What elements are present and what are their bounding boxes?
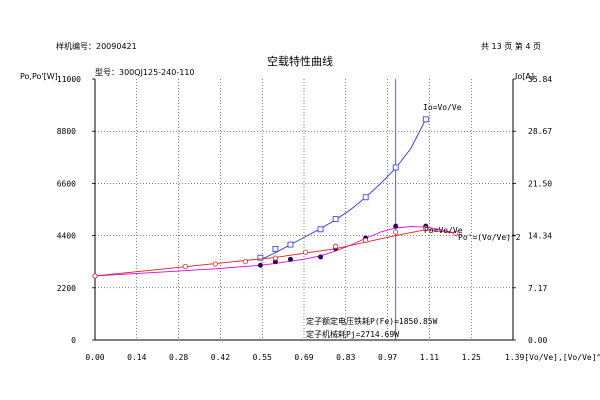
y-left-tick-label: 0 (71, 336, 76, 345)
data-point (362, 194, 369, 201)
sample-number: 样机编号：20090421 (56, 42, 137, 51)
x-tick-label: 0.97 (378, 353, 397, 362)
data-point (393, 229, 399, 235)
y-left-tick-label: 4400 (57, 232, 76, 241)
data-point (423, 225, 429, 232)
x-tick-label: 0.55 (253, 353, 272, 362)
data-point (317, 226, 324, 233)
series-label: Io=Vo/Ve (423, 103, 462, 112)
series (92, 116, 459, 279)
series-label: Po'=(Vo/Ve)^2 (458, 233, 521, 242)
x-tick-label: 0.00 (85, 353, 104, 362)
y-left-tick-label: 8800 (57, 127, 76, 136)
y-left-tick-label: 2200 (57, 284, 76, 293)
data-point (302, 249, 309, 255)
x-tick-label: 1.11 (420, 353, 439, 362)
grid (95, 79, 513, 340)
data-point (363, 237, 369, 243)
x-tick-label: 0.83 (336, 353, 355, 362)
y-left-axis-label: Po,Po'[W] (20, 72, 58, 81)
x-tick-label: 0.69 (294, 353, 313, 362)
data-point (272, 246, 279, 252)
data-point (332, 216, 339, 223)
data-point (287, 256, 293, 262)
y-right-tick-label: 21.50 (528, 179, 552, 188)
data-point (332, 243, 339, 249)
x-tick-label: 1.39[Vo/Ve],[Vo/Ve]^2 (505, 353, 600, 362)
y-right-tick-label: 35.84 (528, 75, 552, 84)
y-left-tick-label: 6600 (57, 179, 76, 188)
data-point (257, 254, 264, 261)
data-point (392, 164, 399, 171)
y-right-tick-label: 28.67 (528, 127, 552, 136)
data-point (242, 259, 248, 265)
x-tick-label: 0.14 (127, 353, 146, 362)
y-right-tick-label: 7.17 (528, 284, 547, 293)
chart-title: 空载特性曲线 (267, 55, 333, 68)
series-line-0 (260, 119, 427, 261)
data-point (318, 254, 324, 260)
data-point (453, 230, 459, 236)
data-point (92, 273, 98, 279)
y-right-axis-label: Io[A] (515, 72, 534, 81)
annotation-text: 定子机械耗Pj=2714.69W (306, 329, 399, 339)
data-point (257, 262, 263, 268)
model-label: 型号：300QJ125-240-110 (95, 68, 195, 77)
page-info: 共 13 页 第 4 页 (481, 42, 541, 51)
data-point (287, 241, 294, 248)
x-tick-label: 1.25 (462, 353, 481, 362)
annotation-text: 定子额定电压铁耗P(Fe)=1850.85W (306, 316, 438, 326)
axes (92, 78, 516, 341)
data-point (212, 261, 218, 267)
data-point (422, 116, 429, 123)
series-label: Po=Vo/Ve (424, 226, 463, 235)
data-point (272, 255, 279, 261)
y-right-tick-label: 0.00 (528, 336, 547, 345)
y-right-tick-label: 14.34 (528, 232, 552, 241)
x-tick-label: 0.42 (211, 353, 230, 362)
data-point (393, 223, 399, 229)
x-tick-label: 0.28 (169, 353, 188, 362)
tick-labels: 0.00 0.14 0.28 0.42 0.55 0.69 0.83 0.97 1.11 1.25… (57, 75, 600, 362)
data-point (182, 263, 188, 270)
y-left-tick-label: 11000 (57, 75, 81, 84)
annotations: 定子额定电压铁耗P(Fe)=1850.85W 定子机械耗Pj=2714.69W (306, 316, 438, 339)
